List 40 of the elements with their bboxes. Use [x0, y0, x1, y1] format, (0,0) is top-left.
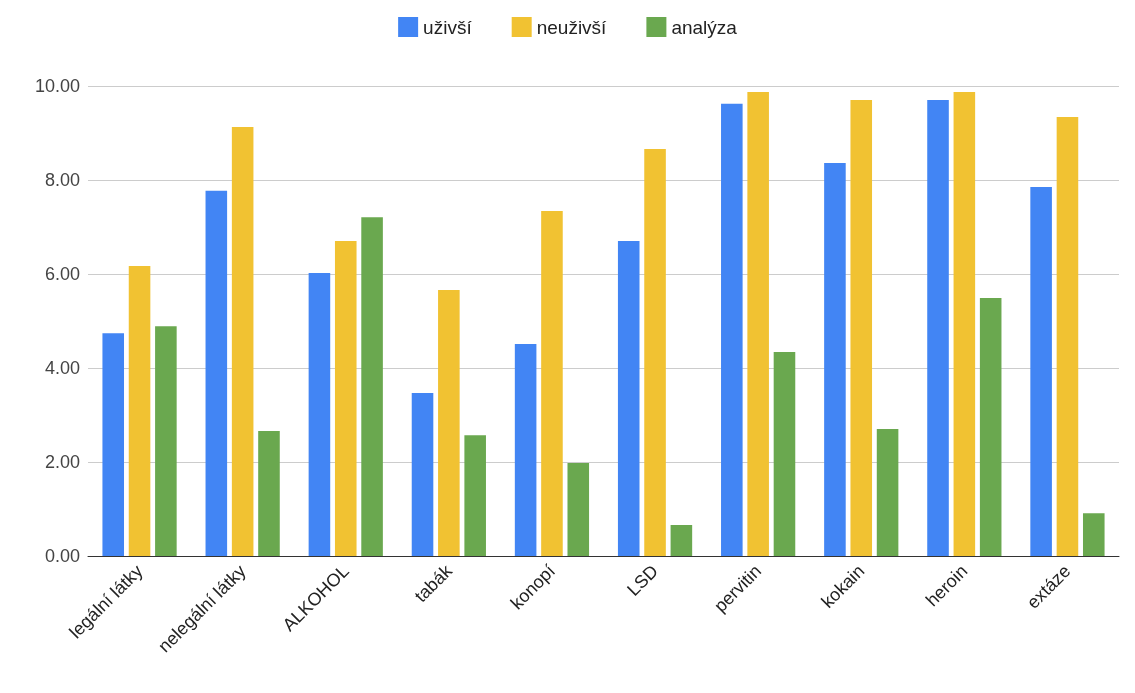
- y-tick-label: 6.00: [44, 264, 80, 284]
- bar: [411, 392, 434, 556]
- legend-label: neuživší: [536, 16, 608, 38]
- bar: [1030, 187, 1052, 556]
- y-tick-label: 8.00: [44, 170, 80, 190]
- bar: [361, 217, 383, 556]
- x-tick-label: LSD: [623, 560, 663, 600]
- bar: [308, 273, 331, 556]
- bar: [617, 241, 640, 556]
- legend-label: uživší: [423, 16, 473, 38]
- bar: [567, 462, 590, 556]
- bar: [541, 211, 563, 556]
- bar: [231, 126, 254, 556]
- bar: [953, 92, 976, 556]
- bar: [876, 429, 899, 556]
- bar: [670, 524, 693, 556]
- bar: [464, 435, 486, 556]
- bar: [1082, 513, 1105, 556]
- y-tick-label: 0.00: [44, 546, 80, 566]
- y-tick-label: 2.00: [44, 452, 80, 472]
- bar: [1056, 117, 1079, 556]
- y-tick-label: 10.00: [34, 76, 80, 96]
- legend-label: analýza: [671, 16, 738, 38]
- bar: [258, 430, 280, 556]
- bar: [721, 103, 743, 556]
- bar: [824, 163, 846, 556]
- bar: [128, 266, 151, 556]
- bar: [438, 289, 460, 556]
- bar: [747, 92, 769, 556]
- bar: [155, 326, 177, 556]
- bar: [979, 297, 1002, 556]
- y-tick-label: 4.00: [44, 358, 80, 378]
- bar: [334, 241, 357, 556]
- bar: [927, 100, 949, 556]
- bar: [850, 100, 873, 556]
- bar: [205, 190, 228, 556]
- bar: [514, 344, 537, 556]
- bar: [102, 333, 125, 556]
- bar: [773, 352, 796, 556]
- bar: [644, 148, 666, 556]
